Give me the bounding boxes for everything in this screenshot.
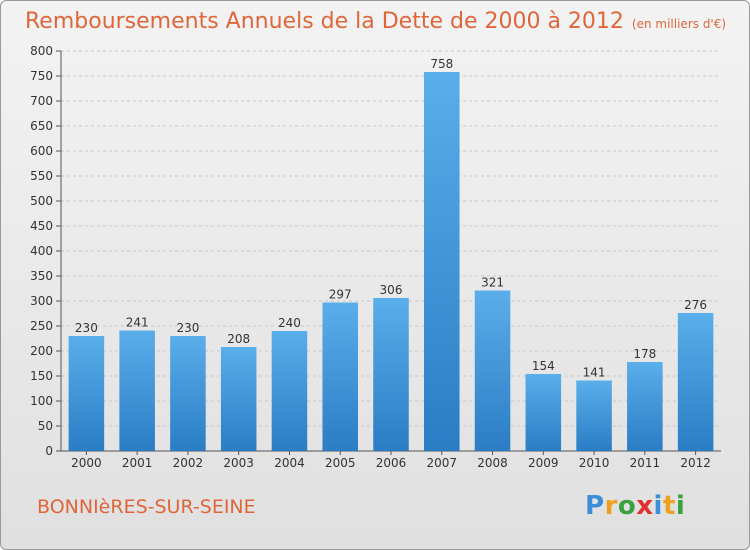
- bar-value-label: 306: [380, 283, 403, 297]
- x-tick-label: 2002: [173, 456, 204, 470]
- x-tick-label: 2009: [528, 456, 559, 470]
- bar-value-label: 230: [75, 321, 98, 335]
- bar-2010: [576, 380, 612, 451]
- bar-2000: [68, 336, 105, 451]
- x-tick-label: 2004: [274, 456, 305, 470]
- x-tick-label: 2010: [579, 456, 610, 470]
- y-tick-label: 300: [30, 294, 53, 308]
- bar-value-label: 154: [532, 359, 555, 373]
- bar-value-label: 230: [176, 321, 199, 335]
- logo-letter: i: [653, 491, 663, 521]
- bar-value-label: 240: [278, 316, 301, 330]
- y-tick-label: 150: [30, 369, 53, 383]
- y-tick-label: 400: [30, 244, 53, 258]
- y-tick-label: 200: [30, 344, 53, 358]
- bar-2008: [474, 290, 511, 451]
- x-tick-label: 2001: [122, 456, 153, 470]
- x-tick-label: 2008: [477, 456, 508, 470]
- x-tick-label: 2011: [630, 456, 661, 470]
- bar-2012: [677, 313, 714, 451]
- y-tick-label: 0: [45, 444, 53, 458]
- bar-value-label: 208: [227, 332, 250, 346]
- y-tick-label: 250: [30, 319, 53, 333]
- y-tick-label: 50: [38, 419, 53, 433]
- logo-letter: o: [617, 491, 637, 521]
- y-tick-label: 100: [30, 394, 53, 408]
- commune-name: BONNIèRES-SUR-SEINE: [37, 496, 256, 518]
- bar-2011: [627, 362, 663, 451]
- bar-value-label: 297: [329, 288, 352, 302]
- bar-2002: [170, 336, 206, 451]
- chart-title-text: Remboursements Annuels de la Dette de 20…: [25, 9, 624, 34]
- bar-2007: [424, 72, 460, 451]
- y-tick-label: 450: [30, 219, 53, 233]
- x-tick-label: 2007: [426, 456, 457, 470]
- chart-unit-label: (en milliers d'€): [631, 17, 727, 31]
- bar-value-label: 321: [481, 276, 504, 290]
- x-tick-label: 2000: [71, 456, 102, 470]
- bar-value-label: 758: [430, 57, 453, 71]
- logo-letter: i: [675, 491, 686, 521]
- bar-2004: [271, 331, 308, 451]
- y-tick-label: 500: [30, 194, 53, 208]
- y-tick-label: 550: [30, 169, 53, 183]
- bar-value-label: 241: [126, 316, 149, 330]
- chart-title: Remboursements Annuels de la Dette de 20…: [25, 9, 726, 34]
- bars: 230 241 230 208 240 297 306 758 321 154 141 178 276: [68, 57, 714, 451]
- logo-letter: P: [585, 491, 605, 521]
- bar-2005: [322, 302, 358, 451]
- x-tick-label: 2003: [223, 456, 254, 470]
- logo-letter: r: [604, 491, 618, 521]
- bar-2009: [525, 374, 562, 451]
- bar-2006: [373, 298, 409, 451]
- bar-value-label: 178: [633, 347, 656, 361]
- x-tick-label: 2006: [376, 456, 407, 470]
- x-tick-label: 2005: [325, 456, 356, 470]
- y-tick-label: 350: [30, 269, 53, 283]
- logo-letter: t: [662, 491, 676, 521]
- y-tick-label: 650: [30, 119, 53, 133]
- proxiti-logo: Proxiti: [585, 491, 685, 521]
- y-tick-label: 800: [30, 44, 53, 58]
- x-tick-label: 2012: [680, 456, 711, 470]
- logo-letter: x: [636, 491, 654, 521]
- bar-2003: [220, 347, 257, 451]
- bar-value-label: 276: [684, 298, 707, 312]
- bar-value-label: 141: [583, 366, 606, 380]
- bar-2001: [119, 330, 155, 451]
- y-tick-label: 700: [30, 94, 53, 108]
- y-tick-label: 750: [30, 69, 53, 83]
- y-tick-label: 600: [30, 144, 53, 158]
